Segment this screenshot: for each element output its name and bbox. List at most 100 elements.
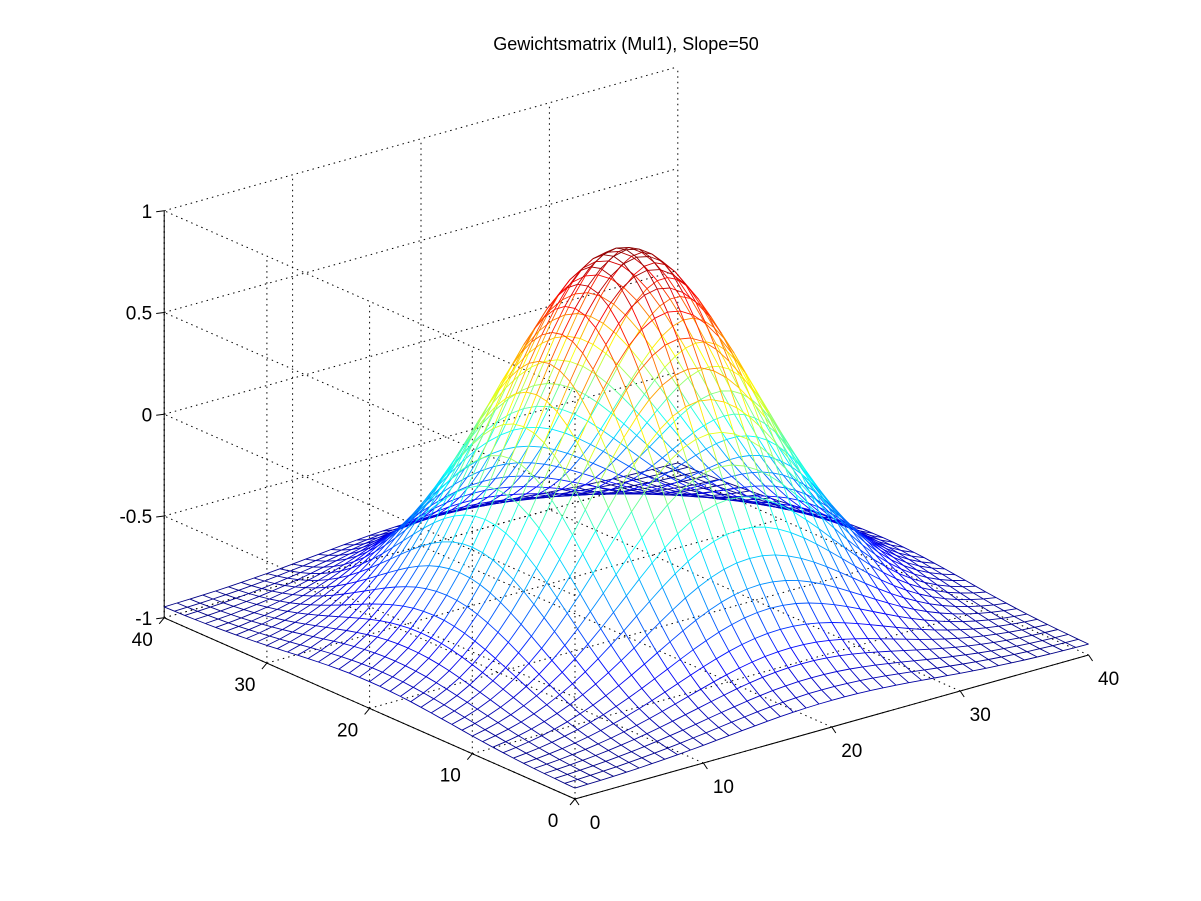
mesh-segment [944,638,956,648]
mesh-segment [567,713,581,723]
mesh-segment [436,670,450,684]
mesh-segment [998,623,1012,627]
mesh-segment [662,335,676,357]
mesh-segment [292,558,306,565]
mesh-segment [441,515,455,543]
mesh-segment [849,666,863,670]
mesh-segment [364,575,378,592]
mesh-segment [698,701,712,709]
mesh-segment [952,580,964,588]
mesh-segment [664,474,679,483]
mesh-segment [780,711,794,718]
mesh-segment [297,647,311,656]
mesh-segment [716,735,730,741]
mesh-segment [769,475,784,485]
mesh-segment [887,562,899,574]
mesh-segment [418,492,432,512]
mesh-segment [754,720,768,727]
mesh-segment [646,727,660,735]
mesh-segment [264,608,278,616]
mesh-segment [400,534,414,555]
mesh-segment [438,509,452,515]
mesh-segment [567,452,581,459]
mesh-segment [600,295,614,305]
mesh-segment [313,636,324,640]
mesh-segment [487,622,499,633]
mesh-segment [644,379,656,395]
mesh-segment [615,766,627,773]
mesh-segment [682,432,694,442]
mesh-segment [546,763,558,770]
mesh-segment [610,460,622,486]
mesh-segment [577,774,591,780]
mesh-segment [620,276,635,290]
mesh-segment [710,568,725,578]
mesh-segment [574,658,586,673]
mesh-segment [541,320,553,344]
mesh-segment [795,602,809,604]
mesh-segment [605,685,619,697]
mesh-segment [806,622,820,625]
mesh-segment [998,662,1012,667]
mesh-segment [921,587,933,598]
mesh-segment [246,595,260,602]
mesh-segment [615,697,630,707]
mesh-segment [528,514,540,529]
mesh-segment [418,565,429,567]
mesh-segment [782,484,797,495]
mesh-segment [261,617,275,625]
mesh-segment [618,306,632,324]
mesh-segment [715,344,730,370]
mesh-segment [644,663,655,680]
mesh-segment [726,350,738,362]
mesh-segment [651,355,663,386]
mesh-segment [562,488,576,491]
mesh-segment [410,628,422,634]
mesh-segment [438,663,450,672]
mesh-segment [397,628,412,645]
mesh-segment [502,542,517,570]
grid-line [266,518,781,664]
mesh-segment [962,663,974,672]
mesh-segment [777,496,792,506]
mesh-segment [443,600,458,621]
mesh-segment [1016,642,1030,647]
mesh-segment [726,529,740,535]
mesh-segment [890,650,902,663]
mesh-segment [744,612,758,619]
mesh-segment [587,402,599,422]
mesh-segment [448,656,463,672]
mesh-segment [751,472,766,487]
mesh-segment [515,497,529,500]
mesh-segment [187,606,198,612]
mesh-segment [636,479,648,484]
mesh-segment [947,591,958,600]
mesh-segment [541,631,555,649]
mesh-segment [341,544,355,551]
mesh-segment [775,554,789,557]
mesh-segment [289,602,301,605]
mesh-segment [564,284,578,307]
mesh-segment [744,465,756,498]
mesh-segment [433,614,445,621]
mesh-segment [569,338,581,362]
mesh-segment [954,646,966,656]
mesh-segment [664,366,679,388]
mesh-segment [816,499,827,507]
mesh-segment [567,773,578,780]
mesh-segment [320,572,332,574]
mesh-segment [351,590,365,605]
mesh-segment [233,601,247,607]
mesh-segment [677,481,691,489]
mesh-segment [903,565,915,575]
mesh-segment [908,583,922,589]
mesh-segment [482,477,496,482]
mesh-segment [672,720,684,731]
mesh-segment [549,753,560,760]
mesh-segment [672,714,686,722]
mesh-segment [269,598,280,602]
mesh-segment [502,568,514,581]
mesh-segment [682,620,696,632]
mesh-segment [361,551,376,565]
mesh-segment [983,635,994,643]
